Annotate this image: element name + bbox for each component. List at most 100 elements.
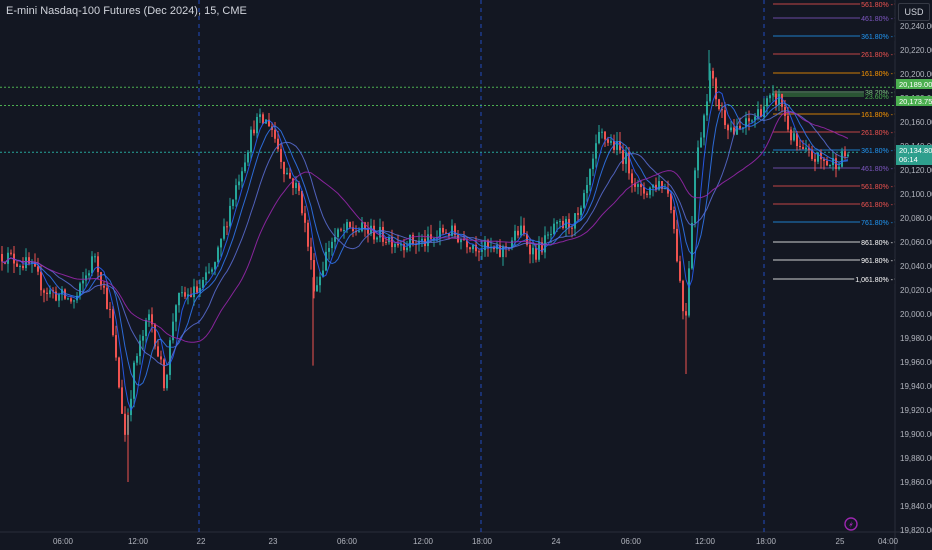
time-tick-label: 06:00	[621, 537, 642, 546]
currency-button[interactable]: USD	[898, 3, 930, 21]
candle-body	[283, 162, 285, 174]
bar-countdown: 06:14	[899, 155, 918, 164]
fib-level-label: 461.80% -	[861, 166, 894, 173]
price-tick-label: 19,860.00	[900, 478, 932, 487]
candle-body	[529, 245, 531, 255]
time-tick-label: 23	[269, 537, 278, 546]
candle-body	[232, 200, 234, 206]
price-tick-label: 19,940.00	[900, 382, 932, 391]
price-tick-label: 19,960.00	[900, 358, 932, 367]
candle-body	[586, 185, 588, 193]
candle-body	[70, 298, 72, 301]
fib-level-label: 661.80% -	[861, 202, 894, 209]
time-tick-label: 06:00	[337, 537, 358, 546]
candle-body	[82, 281, 84, 284]
candle-body	[409, 235, 411, 248]
candle-body	[49, 290, 51, 294]
candle-body	[328, 248, 330, 252]
candle-body	[361, 222, 363, 231]
candle-body	[226, 226, 228, 227]
candle-body	[499, 245, 501, 257]
tradingview-logo-icon[interactable]	[844, 517, 858, 531]
candle-body	[289, 173, 291, 179]
candle-body	[607, 139, 609, 142]
candle-body	[730, 127, 732, 130]
candle-body	[688, 268, 690, 315]
candle-body	[793, 133, 795, 140]
candle-body	[787, 116, 789, 130]
candle-body	[442, 228, 444, 233]
candle-body	[22, 266, 24, 268]
candle-body	[841, 151, 843, 167]
candle-body	[748, 118, 750, 121]
candle-body	[286, 173, 288, 174]
candle-body	[256, 117, 258, 133]
candle-body	[7, 253, 9, 264]
fib-level-label: 561.80% -	[861, 184, 894, 191]
candle-body	[556, 222, 558, 224]
symbol-title[interactable]: E-mini Nasdaq-100 Futures (Dec 2024), 15…	[6, 5, 247, 17]
candle-body	[85, 275, 87, 280]
candle-body	[679, 261, 681, 281]
candle-body	[97, 256, 99, 272]
price-tick-label: 20,220.00	[900, 46, 932, 55]
time-tick-label: 06:00	[53, 537, 74, 546]
candle-body	[814, 159, 816, 162]
candle-body	[241, 171, 243, 181]
candle-body	[217, 247, 219, 262]
candle-body	[694, 170, 696, 223]
candle-body	[79, 283, 81, 295]
candle-body	[550, 234, 552, 235]
price-label-value: 20,189.00	[899, 80, 932, 89]
candle-body	[751, 120, 753, 121]
candle-body	[763, 106, 765, 117]
candle-body	[610, 141, 612, 143]
candle-body	[220, 239, 222, 248]
price-tick-label: 19,820.00	[900, 526, 932, 535]
candle-body	[337, 229, 339, 237]
candle-body	[25, 257, 27, 268]
price-tick-label: 20,000.00	[900, 310, 932, 319]
candle-body	[211, 269, 213, 271]
candle-body	[319, 277, 321, 286]
candle-body	[106, 288, 108, 309]
candle-body	[481, 250, 483, 252]
candle-body	[727, 125, 729, 130]
candle-body	[1, 254, 3, 262]
candle-body	[43, 290, 45, 293]
candle-body	[325, 252, 327, 271]
candle-body	[259, 114, 261, 117]
candle-body	[376, 238, 378, 240]
candle-body	[250, 130, 252, 153]
candle-body	[163, 359, 165, 388]
candle-body	[595, 143, 597, 158]
fib-level-label: 161.80% -	[861, 112, 894, 119]
fib-level-label: 361.80% -	[861, 148, 894, 155]
price-label-value: 20,173.75	[899, 97, 932, 106]
candle-body	[88, 273, 90, 275]
candle-body	[535, 248, 537, 260]
fib-level-label: 561.80% -	[861, 2, 894, 9]
candle-body	[277, 139, 279, 149]
candle-body	[112, 309, 114, 335]
price-label-value: 20,134.80	[899, 146, 932, 155]
candle-body	[517, 231, 519, 236]
candle-body	[148, 314, 150, 320]
price-tick-label: 19,900.00	[900, 430, 932, 439]
candle-body	[208, 272, 210, 273]
candle-body	[103, 286, 105, 288]
fib-level-label: 761.80% -	[861, 220, 894, 227]
price-tick-label: 20,120.00	[900, 166, 932, 175]
candle-body	[523, 226, 525, 234]
candle-body	[295, 183, 297, 188]
candle-body	[229, 206, 231, 226]
candle-body	[769, 95, 771, 98]
candle-body	[646, 194, 648, 195]
candle-body	[238, 181, 240, 185]
candle-body	[121, 387, 123, 413]
candle-body	[682, 281, 684, 311]
fib-level-label: 961.80% -	[861, 258, 894, 265]
price-tick-label: 20,160.00	[900, 118, 932, 127]
candle-body	[559, 221, 561, 222]
